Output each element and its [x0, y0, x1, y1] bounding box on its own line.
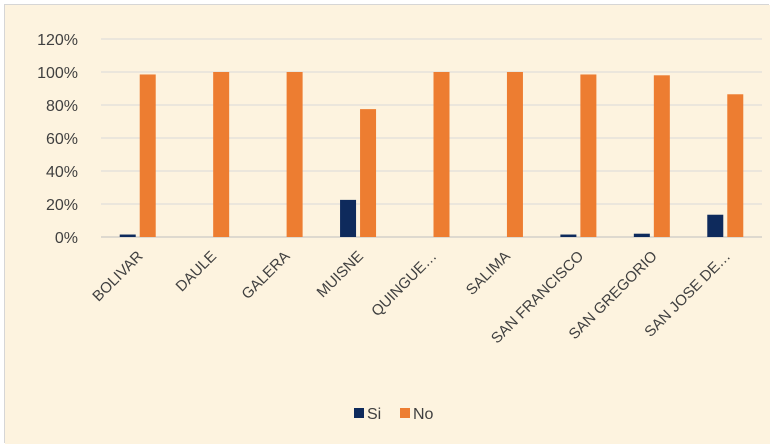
legend-label-si: Si	[367, 406, 381, 423]
y-tick-label: 120%	[37, 32, 78, 49]
legend-label-no: No	[413, 406, 434, 423]
y-tick-label: 0%	[55, 230, 78, 247]
y-tick-label: 20%	[46, 197, 78, 214]
bar-si	[707, 214, 724, 237]
legend-swatch-si	[354, 408, 364, 418]
legend-swatch-no	[400, 408, 410, 418]
y-tick-label: 60%	[46, 131, 78, 148]
bar-si	[340, 199, 357, 237]
bar-chart: 0%20%40%60%80%100%120% BOLIVAR DAULE GALER…	[5, 5, 770, 444]
bar-no	[506, 72, 523, 237]
bar-no	[653, 75, 670, 237]
y-tick-label: 40%	[46, 164, 78, 181]
bar-no	[286, 72, 303, 237]
chart-area: 0% 20% 40% 60% 80% 100% 120% BOLIVAR DAULE GALER…	[4, 4, 770, 444]
bar-no	[213, 72, 230, 237]
bar-no	[580, 74, 597, 237]
legend: Si No	[354, 406, 434, 423]
bar-no	[360, 109, 377, 237]
bar-no	[727, 94, 744, 238]
bar-si	[119, 234, 136, 237]
bar-no	[433, 72, 450, 237]
chart-background	[5, 5, 770, 444]
bar-no	[139, 74, 156, 237]
y-tick-label: 100%	[37, 65, 78, 82]
bar-si	[633, 233, 650, 237]
bar-si	[560, 234, 577, 237]
y-tick-label: 80%	[46, 98, 78, 115]
